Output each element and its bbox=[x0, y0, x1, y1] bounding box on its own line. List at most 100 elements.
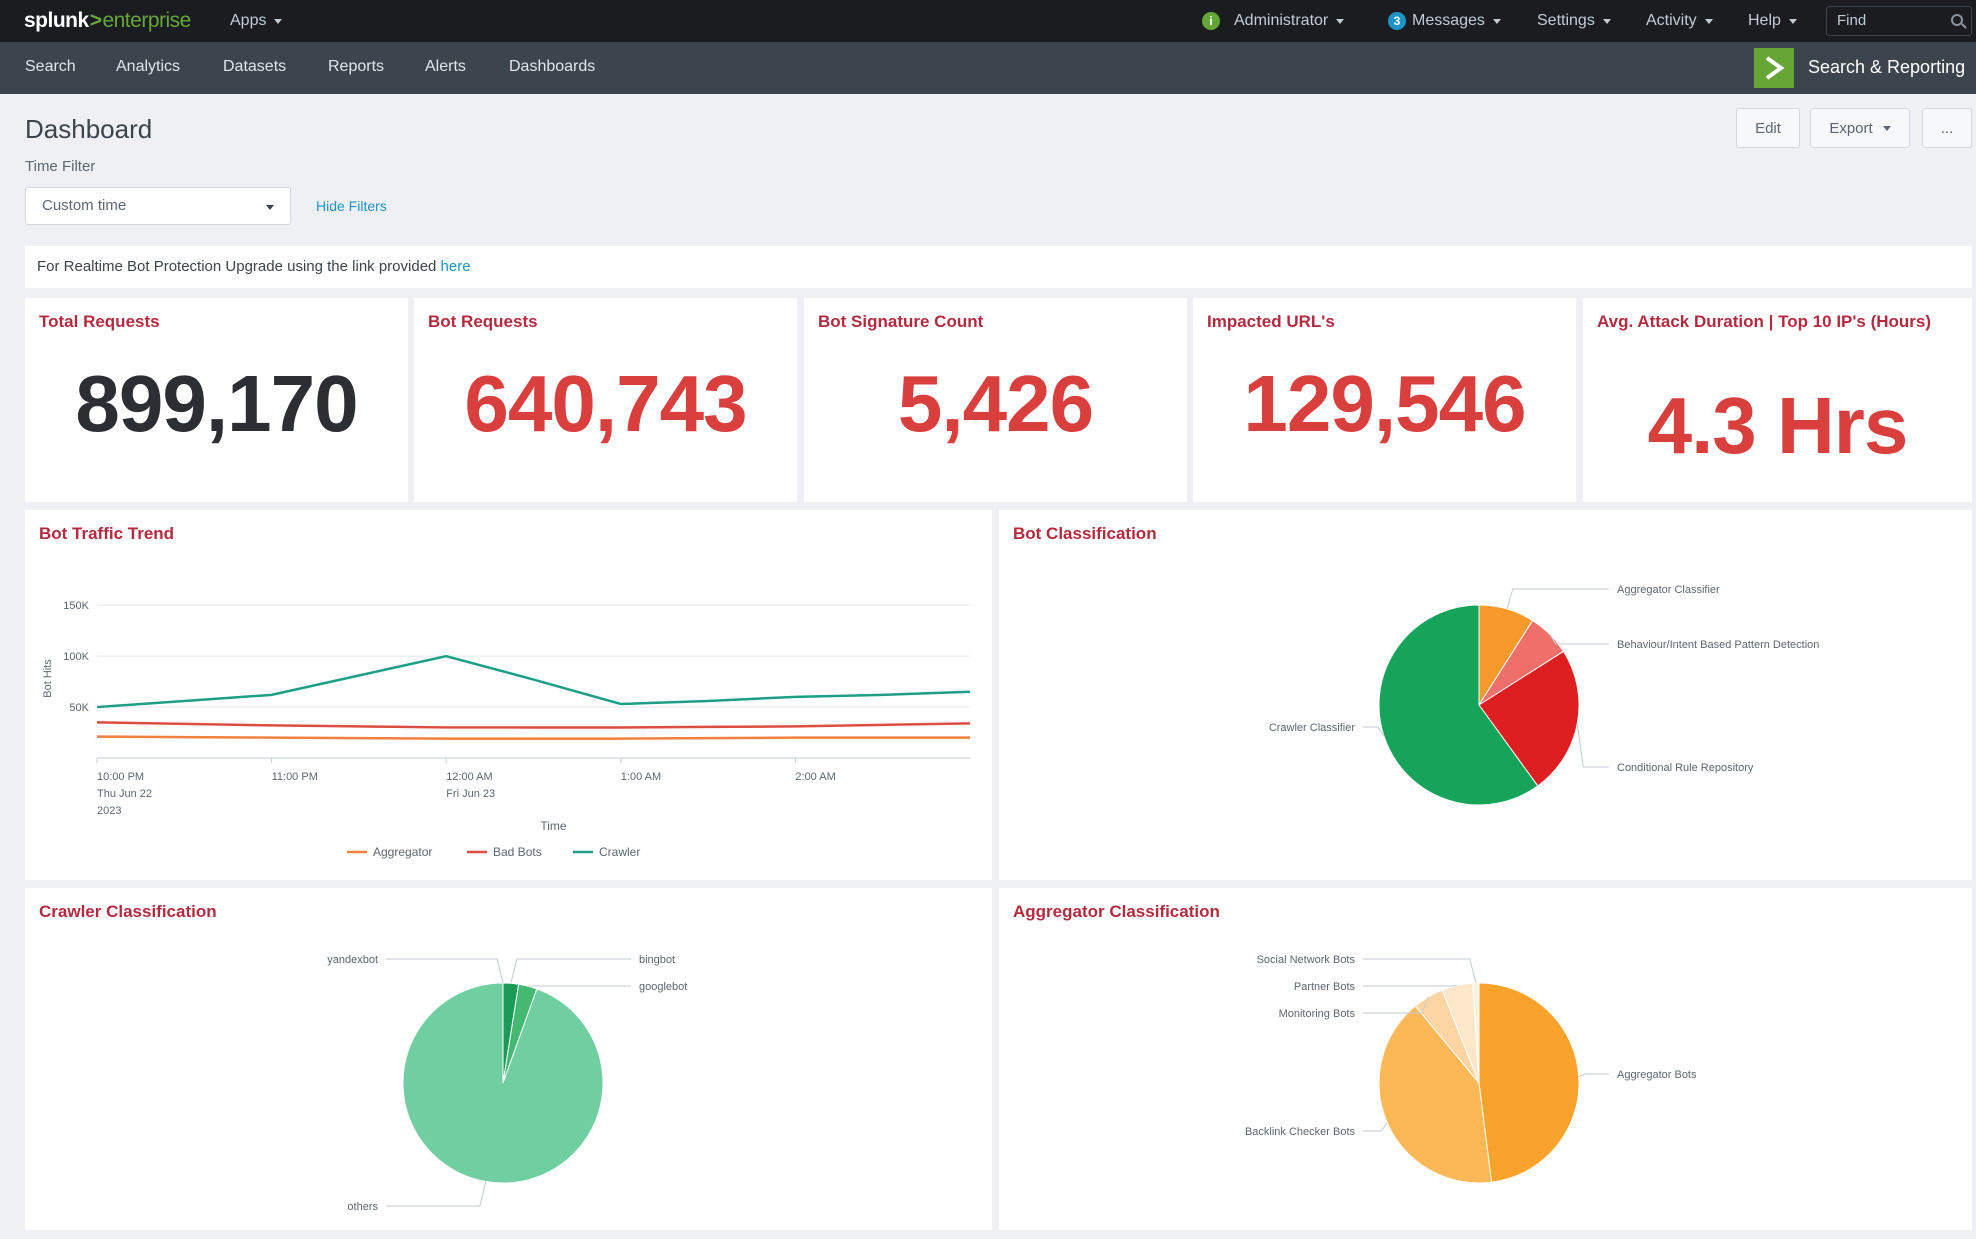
nav-search[interactable]: Search bbox=[25, 58, 76, 75]
panel-title: Bot Signature Count bbox=[818, 312, 984, 331]
panel-title: Crawler Classification bbox=[39, 902, 217, 921]
panel-title: Total Requests bbox=[39, 312, 160, 331]
chevron-down-icon bbox=[1882, 125, 1891, 131]
find-input[interactable]: Find bbox=[1826, 6, 1972, 36]
app-name[interactable]: Search & Reporting bbox=[1808, 57, 1966, 77]
bot-traffic-trend-chart[interactable]: 150K 100K 50K Bot Hits 10:00 PM Thu Jun 22 202… bbox=[25, 510, 992, 880]
edit-label: Edit bbox=[1755, 119, 1781, 137]
slice-label: others bbox=[347, 1201, 378, 1213]
leader-line bbox=[1363, 984, 1458, 987]
panel-title: Impacted URL's bbox=[1207, 312, 1335, 331]
crawler-classification-chart[interactable]: bingbot googlebot others yandexbot bbox=[25, 888, 992, 1230]
chevron-down-icon bbox=[1492, 18, 1501, 24]
activity-menu[interactable]: Activity bbox=[1646, 12, 1713, 30]
leader-line bbox=[1506, 588, 1609, 610]
leader-line bbox=[1363, 996, 1429, 1014]
app-icon[interactable] bbox=[1754, 48, 1794, 88]
chevron-down-icon bbox=[274, 18, 283, 24]
upgrade-banner: For Realtime Bot Protection Upgrade usin… bbox=[25, 246, 1972, 288]
page-title: Dashboard bbox=[25, 114, 153, 144]
more-label: ... bbox=[1940, 119, 1954, 137]
leader-line bbox=[1363, 726, 1385, 737]
apps-label: Apps bbox=[230, 12, 267, 29]
kpi-value[interactable]: 640,743 bbox=[464, 359, 747, 448]
pie-slice-crawler-classifier bbox=[1378, 604, 1539, 806]
top-bar: splunk > enterprise Apps i Administrator… bbox=[0, 0, 1976, 42]
series-line-bad-bots bbox=[96, 721, 971, 729]
messages-menu[interactable]: 3 Messages bbox=[1388, 12, 1501, 30]
find-placeholder: Find bbox=[1837, 12, 1867, 29]
slice-label: Crawler Classifier bbox=[1269, 722, 1356, 734]
chevron-down-icon bbox=[266, 205, 274, 210]
settings-menu[interactable]: Settings bbox=[1537, 12, 1611, 30]
slice-label: Conditional Rule Repository bbox=[1617, 762, 1754, 774]
kpi-avg-attack-duration: Avg. Attack Duration | Top 10 IP's (Hour… bbox=[1583, 298, 1972, 502]
kpi-total-requests: Total Requests 899,170 bbox=[25, 298, 408, 502]
panel-title: Bot Traffic Trend bbox=[39, 524, 175, 543]
kpi-bot-signature-count: Bot Signature Count 5,426 bbox=[804, 298, 1187, 502]
nav-reports[interactable]: Reports bbox=[328, 58, 385, 75]
nav-dashboards[interactable]: Dashboards bbox=[509, 58, 596, 75]
pie-slice-aggregator-bots bbox=[1478, 982, 1580, 1183]
chevron-down-icon bbox=[1602, 18, 1611, 24]
pie-slice-backlink-checker-bots bbox=[1378, 1005, 1493, 1184]
app-bar: Search Analytics Datasets Reports Alerts… bbox=[0, 42, 1976, 94]
leader-line bbox=[1578, 1073, 1609, 1078]
bot-classification-panel: Bot Classification Aggregator Classifier… bbox=[999, 510, 1972, 880]
kpi-value[interactable]: 5,426 bbox=[897, 359, 1094, 448]
y-tick-label: 50K bbox=[69, 702, 89, 714]
pie-slice-others bbox=[402, 982, 604, 1184]
help-menu[interactable]: Help bbox=[1748, 12, 1797, 30]
series-line-crawler bbox=[96, 654, 971, 709]
kpi-value[interactable]: 4.3 Hrs bbox=[1647, 381, 1909, 470]
nav-alerts[interactable]: Alerts bbox=[425, 58, 466, 75]
nav-datasets[interactable]: Datasets bbox=[223, 58, 287, 75]
logo-sub: enterprise bbox=[102, 9, 191, 32]
slice-label: yandexbot bbox=[327, 954, 378, 966]
y-tick-label: 100K bbox=[63, 651, 89, 663]
panel-title: Bot Requests bbox=[428, 312, 538, 331]
slice-label: Aggregator Bots bbox=[1617, 1069, 1697, 1081]
x-tick-label: 10:00 PM Thu Jun 22 2023 bbox=[97, 771, 152, 817]
apps-menu[interactable]: Apps bbox=[230, 12, 283, 30]
admin-menu[interactable]: i Administrator bbox=[1202, 12, 1345, 30]
leader-line bbox=[510, 958, 631, 984]
series-line-aggregator bbox=[96, 735, 970, 740]
banner-text: For Realtime Bot Protection Upgrade usin… bbox=[37, 258, 441, 275]
leader-line bbox=[386, 1181, 487, 1207]
leader-line bbox=[1363, 958, 1477, 984]
kpi-value[interactable]: 129,546 bbox=[1243, 359, 1526, 448]
export-button[interactable]: Export bbox=[1810, 108, 1910, 148]
legend-label: Aggregator bbox=[373, 845, 432, 859]
x-axis-label: Time bbox=[540, 819, 567, 833]
x-tick-label: 12:00 AM Fri Jun 23 bbox=[446, 771, 495, 800]
x-tick-label: 1:00 AM bbox=[621, 771, 661, 783]
legend-label: Crawler bbox=[599, 845, 640, 859]
y-tick-label: 150K bbox=[63, 600, 89, 612]
search-icon[interactable] bbox=[1951, 14, 1963, 26]
slice-label: bingbot bbox=[639, 954, 675, 966]
aggregator-classification-chart[interactable]: Aggregator Bots Backlink Checker Bots Moni… bbox=[999, 888, 1972, 1230]
kpi-value[interactable]: 899,170 bbox=[75, 359, 358, 448]
time-filter-select[interactable]: Custom time bbox=[25, 187, 291, 225]
slice-label: Monitoring Bots bbox=[1279, 1008, 1356, 1020]
nav-analytics[interactable]: Analytics bbox=[116, 58, 181, 75]
leader-line bbox=[1576, 723, 1609, 768]
hide-filters-link[interactable]: Hide Filters bbox=[316, 198, 387, 214]
edit-button[interactable]: Edit bbox=[1736, 108, 1800, 148]
chevron-down-icon bbox=[1788, 18, 1797, 24]
splunk-logo[interactable]: splunk > enterprise bbox=[24, 9, 191, 33]
crawler-classification-panel: Crawler Classification bingbot googlebot o… bbox=[25, 888, 992, 1230]
chevron-down-icon bbox=[1336, 18, 1345, 24]
bot-classification-chart[interactable]: Aggregator Classifier Behaviour/Intent Ba… bbox=[999, 510, 1972, 880]
chevron-down-icon bbox=[1704, 18, 1713, 24]
legend-label: Bad Bots bbox=[493, 845, 542, 859]
activity-label: Activity bbox=[1646, 12, 1697, 29]
messages-count-badge: 3 bbox=[1388, 12, 1406, 30]
y-axis-label: Bot Hits bbox=[42, 659, 54, 698]
panel-title: Avg. Attack Duration | Top 10 IP's (Hour… bbox=[1597, 312, 1932, 331]
banner-link[interactable]: here bbox=[440, 258, 471, 275]
more-actions-button[interactable]: ... bbox=[1922, 108, 1972, 148]
time-filter-value: Custom time bbox=[42, 197, 127, 214]
messages-label: Messages bbox=[1412, 12, 1485, 29]
